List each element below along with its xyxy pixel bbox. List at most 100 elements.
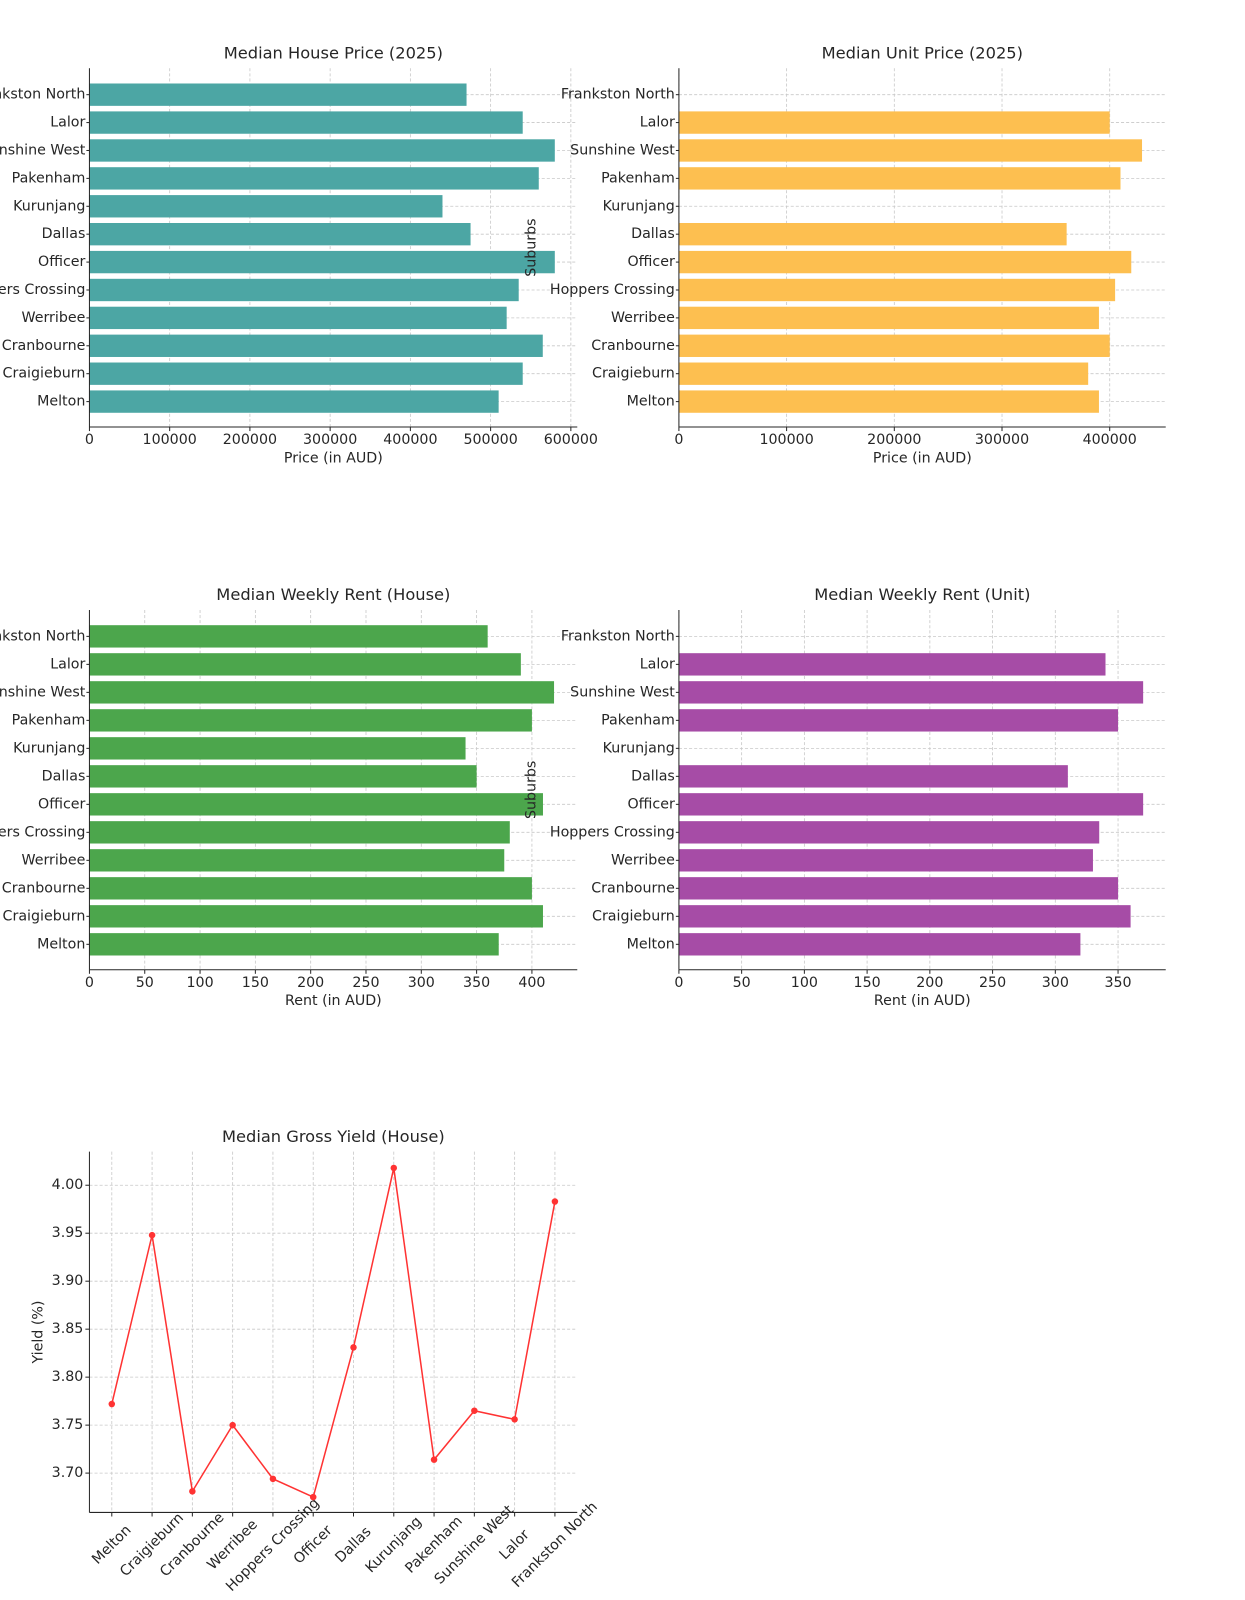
- y-tick-label: 3.85: [52, 1321, 84, 1337]
- y-tick-label: Hoppers Crossing: [550, 824, 675, 840]
- point: [511, 1416, 518, 1423]
- chart-title: Median Weekly Rent (House): [216, 585, 450, 604]
- x-tick-label: 0: [85, 975, 94, 991]
- y-tick-label: Lalor: [640, 656, 675, 672]
- x-tick-label: 250: [352, 975, 379, 991]
- x-tick-label: 100: [186, 975, 213, 991]
- y-tick-label: Lalor: [50, 656, 85, 672]
- y-tick-label: Melton: [627, 936, 675, 952]
- x-axis-label: Price (in AUD): [873, 451, 972, 467]
- x-tick-label: 300000: [303, 432, 357, 448]
- y-tick-label: Pakenham: [601, 712, 675, 728]
- x-tick-label: 350: [1104, 975, 1131, 991]
- y-tick-label: Dallas: [631, 226, 675, 242]
- y-tick-label: Pakenham: [12, 712, 86, 728]
- bar: [678, 278, 1116, 302]
- point: [430, 1456, 438, 1463]
- point: [350, 1344, 357, 1351]
- x-tick-label: 300000: [975, 432, 1029, 448]
- bar: [89, 849, 505, 872]
- bar: [678, 139, 1143, 162]
- y-tick-label: Pakenham: [601, 170, 675, 186]
- chart-title: Median Gross Yield (House): [222, 1127, 445, 1146]
- y-tick-label: Frankston North: [0, 628, 85, 644]
- y-axis-label: Yield (%): [31, 1301, 47, 1365]
- x-tick-label: 200000: [867, 432, 921, 448]
- y-tick-label: 3.75: [52, 1417, 84, 1433]
- bar: [678, 111, 1110, 134]
- bar: [89, 737, 466, 760]
- y-tick-label: 3.95: [52, 1225, 84, 1241]
- y-tick-label: 4.00: [52, 1177, 84, 1193]
- bar: [89, 362, 523, 385]
- bar: [89, 139, 555, 162]
- x-tick-label: Lalor: [497, 1527, 533, 1563]
- bar: [89, 195, 443, 218]
- y-tick-label: Hoppers Crossing: [550, 282, 675, 298]
- y-tick-label: Craigieburn: [592, 908, 675, 924]
- x-tick-label: 500000: [463, 432, 517, 448]
- bar: [89, 877, 532, 900]
- point: [108, 1400, 116, 1408]
- bar: [89, 83, 467, 106]
- x-tick-label: 600000: [544, 432, 598, 448]
- y-tick-label: Sunshine West: [0, 142, 86, 158]
- y-tick-label: Lalor: [640, 115, 675, 131]
- point: [229, 1421, 236, 1429]
- point: [471, 1407, 478, 1414]
- y-tick-label: Cranbourne: [591, 880, 675, 896]
- chart-title: Median Unit Price (2025): [822, 44, 1023, 63]
- bar: [89, 681, 555, 704]
- y-axis-label: Suburbs: [524, 761, 540, 819]
- x-axis-label: Rent (in AUD): [285, 993, 382, 1009]
- x-tick-label: 250: [979, 975, 1006, 991]
- y-tick-label: Kurunjang: [603, 198, 675, 214]
- x-tick-label: 350: [463, 975, 490, 991]
- y-tick-label: Kurunjang: [13, 198, 85, 214]
- y-tick-label: Melton: [627, 394, 675, 410]
- x-tick-label: 400000: [1083, 432, 1137, 448]
- y-tick-label: Kurunjang: [603, 740, 675, 756]
- y-tick-label: Werribee: [611, 310, 675, 326]
- bar: [89, 111, 523, 134]
- y-tick-label: Cranbourne: [591, 338, 675, 354]
- chart-title: Median House Price (2025): [224, 44, 443, 63]
- y-tick-label: Pakenham: [12, 170, 86, 186]
- y-tick-label: Sunshine West: [570, 142, 675, 158]
- y-tick-label: Hoppers Crossing: [0, 282, 85, 298]
- bar: [678, 250, 1132, 274]
- y-tick-label: Frankston North: [0, 87, 85, 103]
- bar: [678, 390, 1099, 413]
- x-tick-label: 0: [85, 432, 94, 448]
- x-axis-label: Price (in AUD): [284, 451, 383, 467]
- bar: [89, 278, 519, 302]
- y-tick-label: Officer: [627, 254, 675, 270]
- bar: [678, 821, 1100, 844]
- bar: [678, 167, 1121, 190]
- y-tick-label: Werribee: [21, 310, 85, 326]
- y-tick-label: Dallas: [42, 768, 86, 784]
- bar: [89, 250, 555, 274]
- x-tick-label: 200: [297, 975, 324, 991]
- y-tick-label: Cranbourne: [2, 880, 86, 896]
- point: [148, 1231, 156, 1239]
- bar: [89, 625, 488, 648]
- x-tick-label: 300: [1042, 975, 1069, 991]
- x-tick-label: 50: [733, 975, 751, 991]
- y-tick-label: Craigieburn: [3, 366, 86, 382]
- x-tick-label: 150: [854, 975, 881, 991]
- bar: [678, 849, 1093, 872]
- y-tick-label: Werribee: [21, 852, 85, 868]
- x-tick-label: 100: [791, 975, 818, 991]
- line: [111, 1167, 556, 1499]
- bar: [89, 334, 543, 357]
- bar: [678, 933, 1081, 956]
- y-tick-label: Officer: [627, 796, 675, 812]
- x-axis-label: Rent (in AUD): [874, 993, 971, 1009]
- bar: [678, 905, 1131, 928]
- point: [390, 1164, 398, 1172]
- point: [189, 1488, 196, 1495]
- y-tick-label: Frankston North: [561, 628, 675, 644]
- bar: [89, 167, 539, 190]
